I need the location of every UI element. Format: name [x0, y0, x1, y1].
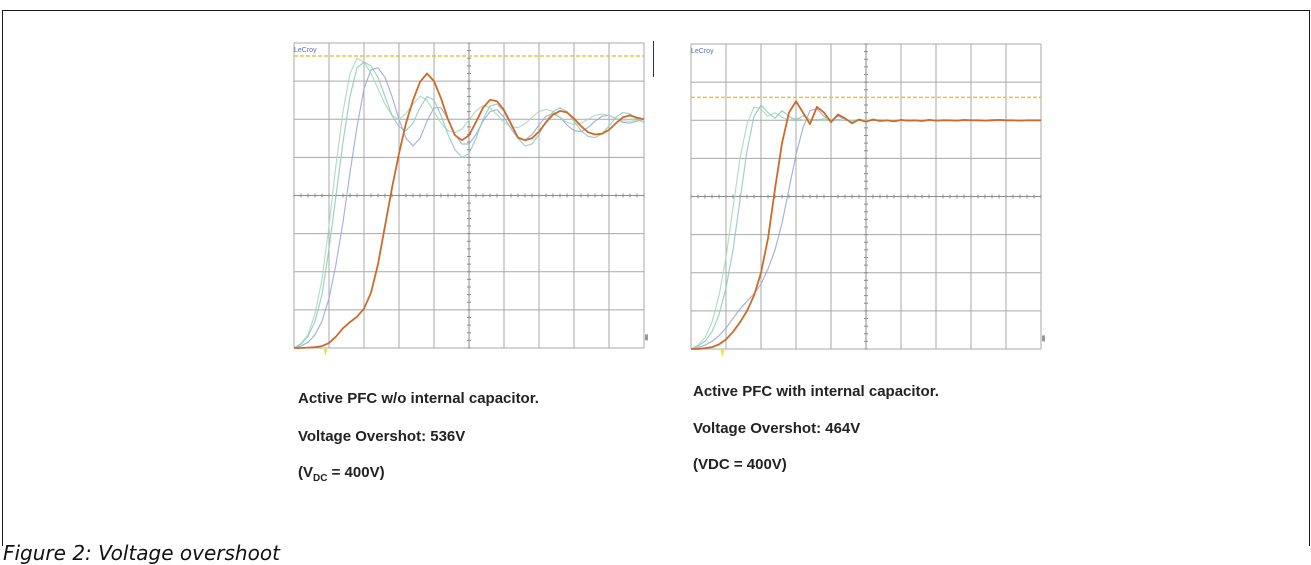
note-right-line1: Active PFC with internal capacitor.	[693, 383, 939, 400]
left-trace-0	[294, 72, 645, 349]
left-edge-marker	[645, 334, 648, 341]
left-trace-2	[293, 57, 645, 349]
left-trace-1	[293, 61, 645, 349]
right-trace-0	[691, 100, 1041, 350]
scope-brand-label-right: LeCroy	[691, 48, 714, 55]
divider-mark	[653, 41, 654, 77]
oscilloscope-plot-right: LeCroy	[690, 43, 1045, 357]
oscilloscope-plot-left: LeCroy	[293, 42, 648, 356]
note-right-line2: Voltage Overshot: 464V	[693, 420, 861, 437]
note-left-line3: (VDC = 400V)	[298, 464, 385, 484]
right-edge-marker	[1042, 335, 1045, 342]
left-trace-3	[293, 67, 645, 349]
traces-left	[293, 55, 648, 356]
left-trigger-marker	[323, 349, 328, 356]
grid-right	[690, 43, 1042, 350]
right-trigger-marker	[720, 350, 725, 357]
traces-right	[690, 96, 1045, 357]
note-left-line2: Voltage Overshot: 536V	[298, 428, 466, 445]
note-right-line3: (VDC = 400V)	[693, 456, 787, 473]
figure-frame	[2, 10, 1310, 546]
figure-caption: Figure 2: Voltage overshoot	[3, 541, 280, 565]
note-left-line1: Active PFC w/o internal capacitor.	[298, 390, 539, 407]
scope-brand-label-left: LeCroy	[294, 47, 317, 54]
